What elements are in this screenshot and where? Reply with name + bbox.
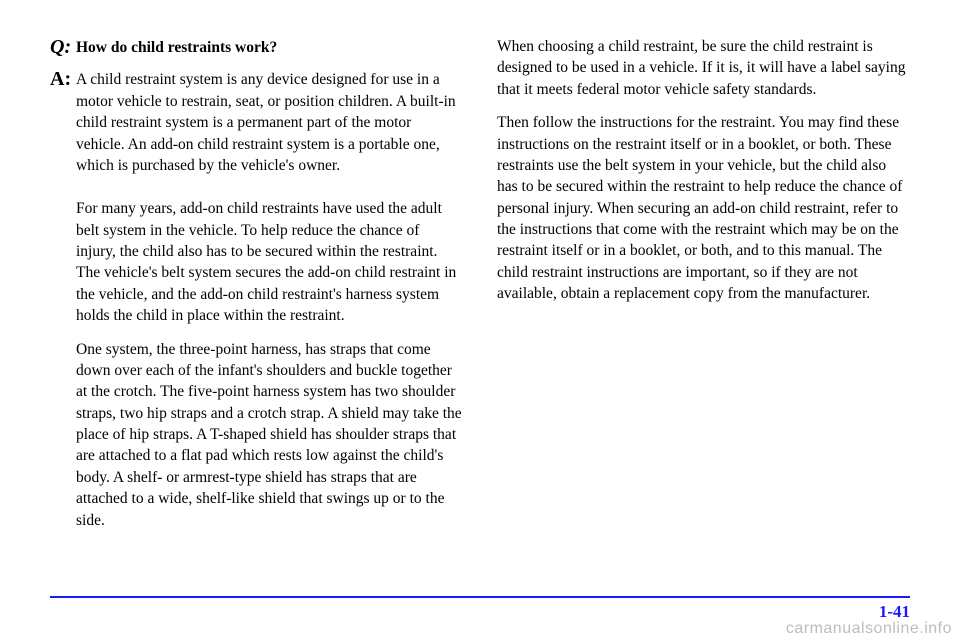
question-row: Q: How do child restraints work? (50, 36, 463, 58)
answer-continued: For many years, add-on child restraints … (50, 198, 463, 531)
answer-p3: One system, the three-point harness, has… (76, 339, 463, 531)
page-number: 1-41 (879, 602, 910, 622)
answer-p1: A child restraint system is any device d… (76, 69, 463, 176)
left-column: Q: How do child restraints work? A: A ch… (50, 36, 463, 640)
right-p2: Then follow the instructions for the res… (497, 112, 910, 304)
answer-p2: For many years, add-on child restraints … (76, 198, 463, 326)
page: Q: How do child restraints work? A: A ch… (0, 0, 960, 640)
a-label: A: (50, 68, 76, 188)
question-text: How do child restraints work? (76, 36, 463, 58)
answer-body: A child restraint system is any device d… (76, 68, 463, 188)
answer-row: A: A child restraint system is any devic… (50, 68, 463, 188)
footer-divider (50, 596, 910, 598)
right-p1: When choosing a child restraint, be sure… (497, 36, 910, 100)
q-label: Q: (50, 36, 76, 58)
right-column: When choosing a child restraint, be sure… (497, 36, 910, 640)
watermark: carmanualsonline.info (786, 620, 952, 638)
